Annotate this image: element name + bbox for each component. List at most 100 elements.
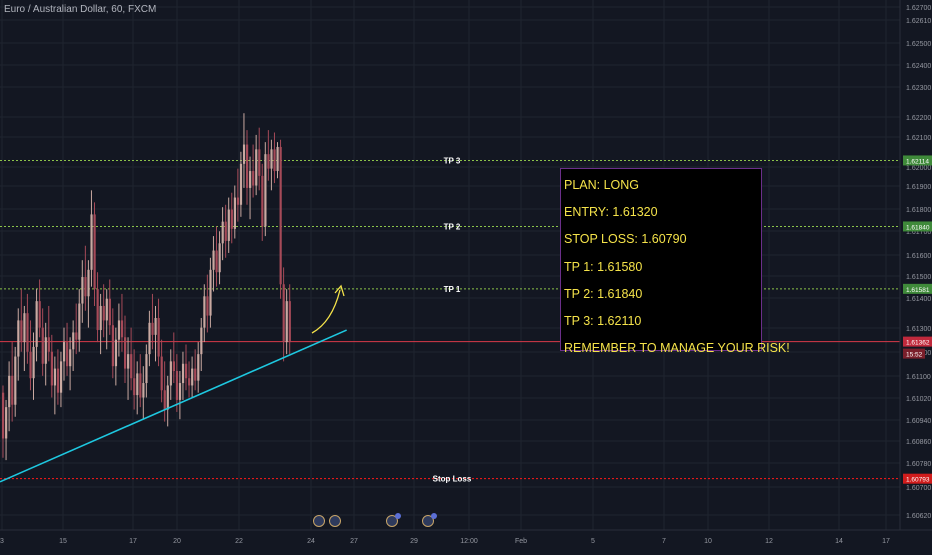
candle-body — [96, 289, 99, 331]
candle-body — [114, 339, 118, 367]
price-tick-label: 1.62700 — [906, 5, 931, 12]
time-tick-label: 27 — [350, 538, 358, 545]
candle-body — [29, 351, 32, 379]
candle-body — [227, 209, 230, 241]
economic-event-icon[interactable] — [386, 515, 398, 527]
candle-body — [194, 368, 197, 381]
price-tick-label: 1.61020 — [906, 396, 931, 403]
price-tick-label: 1.61400 — [906, 296, 931, 303]
candle-body — [212, 250, 215, 270]
time-tick-label: 3 — [0, 538, 4, 545]
candle-body — [14, 356, 17, 405]
candle-body — [191, 368, 194, 386]
candle-body — [47, 337, 50, 352]
economic-event-icon[interactable] — [422, 515, 434, 527]
candle-body — [11, 375, 14, 405]
plan-risk-note: REMEMBER TO MANAGE YOUR RISK! — [564, 341, 790, 356]
candle-body — [56, 368, 60, 393]
price-tick-label: 1.61500 — [906, 274, 931, 281]
time-tick-label: 29 — [410, 538, 418, 545]
plan-tp1: TP 1: 1.61580 — [564, 259, 643, 274]
plan-stop-loss: STOP LOSS: 1.60790 — [564, 232, 687, 247]
time-tick-label: 20 — [173, 538, 181, 545]
time-tick-label: 15 — [59, 538, 67, 545]
candle-body — [142, 383, 145, 398]
candle-body — [120, 320, 124, 338]
time-tick-label: 22 — [235, 538, 243, 545]
price-tick-label: 1.60780 — [906, 461, 931, 468]
candle-body — [41, 327, 44, 364]
candle-body — [252, 171, 255, 186]
plan-entry: ENTRY: 1.61320 — [564, 205, 658, 220]
price-tick-label: 1.60860 — [906, 439, 931, 446]
level-price-badge — [903, 473, 932, 484]
candle-body — [53, 368, 57, 386]
economic-event-icon[interactable] — [313, 515, 325, 527]
price-badges: 1.62114 1.61840 1.61581 1.60793 1.61362 15:52 — [903, 155, 932, 484]
trade-plan-box: PLAN: LONG ENTRY: 1.61320 STOP LOSS: 1.6… — [560, 168, 790, 355]
candle-body — [279, 146, 282, 285]
candle-body — [81, 277, 84, 304]
price-tick-label: 1.62300 — [906, 85, 931, 92]
arrow-head — [334, 284, 345, 297]
time-tick-label: 24 — [307, 538, 315, 545]
price-tick-label: 1.60940 — [906, 418, 931, 425]
price-tick-label: 1.62610 — [906, 18, 931, 25]
symbol-title: Euro / Australian Dollar, 60, FXCM — [4, 4, 157, 15]
candle-body — [276, 146, 279, 172]
candle-body — [117, 320, 121, 340]
candle-body — [154, 318, 157, 335]
candle-body — [264, 154, 267, 227]
time-tick-label: 5 — [591, 538, 595, 545]
candles — [2, 113, 291, 461]
candle-body — [63, 342, 66, 362]
candle-body — [50, 351, 53, 386]
level-price-badge-text: 1.61581 — [906, 287, 930, 294]
economic-event-icon[interactable] — [329, 515, 341, 527]
candle-body — [267, 154, 270, 169]
candle-body — [93, 214, 96, 290]
event-count-icon — [431, 513, 437, 519]
grid-lines — [0, 0, 900, 530]
time-axis[interactable]: 3 15 17 20 22 24 27 29 12:00 Feb 5 7 10 12 14 17 — [0, 529, 932, 545]
price-axis[interactable]: 1.62700 1.62610 1.62500 1.62400 1.62300 1.622… — [899, 0, 931, 530]
candle-body — [87, 269, 90, 297]
candle-body — [160, 356, 163, 391]
candle-body — [108, 298, 111, 326]
support-trendline — [0, 329, 347, 483]
candle-body — [169, 361, 172, 386]
candle-body — [218, 243, 221, 273]
plan-tp3: TP 3: 1.62110 — [564, 314, 642, 329]
price-tick-label: 1.62500 — [906, 41, 931, 48]
candle-body — [163, 390, 166, 410]
time-tick-label: 12 — [765, 538, 773, 545]
candle-body — [224, 221, 227, 241]
candle-body — [26, 313, 29, 352]
candle-body — [23, 313, 26, 343]
time-tick-label: Feb — [515, 538, 527, 545]
candle-body — [282, 284, 285, 343]
candle-body — [200, 327, 203, 355]
time-tick-label: 17 — [129, 538, 137, 545]
candle-body — [285, 301, 288, 343]
candle-body — [249, 171, 252, 188]
price-tick-label: 1.61100 — [906, 374, 931, 381]
candle-body — [258, 149, 261, 176]
candle-body — [242, 144, 246, 164]
candle-body — [203, 296, 206, 328]
event-markers[interactable] — [313, 513, 438, 527]
trendline-layer[interactable] — [0, 284, 347, 483]
candle-body — [273, 149, 276, 172]
candle-body — [127, 354, 130, 369]
level-price-badge — [903, 221, 932, 232]
candle-body — [72, 332, 75, 350]
candle-body — [233, 197, 236, 229]
candle-body — [90, 214, 93, 270]
candle-body — [178, 383, 182, 400]
price-tick-label: 1.61800 — [906, 207, 931, 214]
level-price-badge — [903, 155, 932, 166]
plan-tp2: TP 2: 1.61840 — [564, 286, 643, 301]
price-tick-label: 1.62000 — [906, 165, 931, 172]
